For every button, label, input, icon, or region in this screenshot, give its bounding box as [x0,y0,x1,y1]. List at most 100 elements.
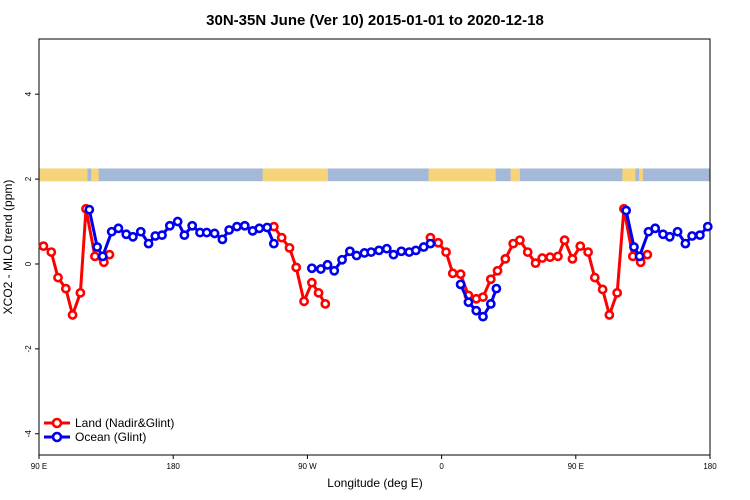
x-tick-label: 180 [167,462,181,471]
series-1-point [187,220,198,231]
x-tick-label: 180 [703,462,717,471]
series-0-point [60,283,71,294]
series-1-point [396,246,407,257]
land-band-segment-4 [510,168,520,182]
series-0-point [567,253,578,264]
series-0-point [276,232,287,243]
x-tick-label: 90 W [298,462,317,471]
series-1-point [157,230,167,241]
series-1-point [374,245,384,256]
land-band-segment-6 [639,168,643,182]
series-0-point [553,251,563,262]
legend-land-marker [51,417,63,429]
y-tick-label: -4 [24,430,33,438]
series-1-point [351,250,362,261]
series-0-point [67,310,78,320]
series-0-point [500,253,511,264]
series-0-point [46,247,57,257]
y-tick-label: -2 [24,345,33,353]
series-1-point [135,226,146,237]
series-1-point [664,231,675,242]
series-0-point [589,272,600,283]
series-1-point [209,228,220,239]
series-0-point [492,265,503,276]
legend-ocean-marker [51,431,63,443]
y-axis: -4 -2 0 2 4 [24,91,39,437]
series-0-point [604,310,615,320]
series-1-point [463,297,474,308]
series-0-point [75,287,86,298]
series-1-point [322,259,333,270]
series-0-point [612,287,623,298]
x-tick-label: 0 [439,462,444,471]
land-ocean-band [39,168,710,182]
legend-ocean-label: Ocean (Glint) [75,430,146,444]
series-0-point [447,268,458,279]
series-1-point [262,222,273,233]
series-1-point [239,220,250,231]
series-0-point [530,258,541,269]
series-0-point [291,262,302,273]
legend-land-label: Land (Nadir&Glint) [75,416,174,430]
series-1-point [702,221,713,232]
series-0 [38,203,653,320]
series-1-point [92,242,103,252]
chart-title: 30N-35N June (Ver 10) 2015-01-01 to 2020… [206,12,544,29]
y-axis-label: XCO2 - MLO trend (ppm) [1,180,15,315]
land-band-segment-3 [428,168,496,182]
series-1-point [172,216,183,227]
series-layer [38,203,713,322]
series-1-point [337,254,347,265]
series-1-point [687,231,698,241]
y-tick-label: 4 [24,91,33,96]
series-1-point [315,264,326,274]
series-0-point [642,249,653,260]
legend: Land (Nadir&Glint) Ocean (Glint) [44,416,174,444]
series-0-point [433,237,444,248]
x-axis-label: Longitude (deg E) [327,476,422,490]
series-0-point [537,253,548,263]
series-1-point [650,223,661,234]
series-1-point [201,227,212,238]
series-1-point [455,279,466,290]
y-tick-label: 2 [24,176,33,181]
series-1-point [344,246,355,257]
series-1-point [217,234,228,245]
series-0-point [575,241,586,252]
series-0-point [478,292,488,302]
x-tick-label: 90 E [568,462,584,471]
series-0-point [284,242,295,253]
series-1-point [388,249,399,260]
series-0-point [597,284,608,295]
series-1-point [366,247,377,257]
series-0-point [485,274,496,285]
series-1-point [680,238,691,249]
series-1-point [84,204,95,215]
series-1-point [268,238,279,249]
series-0-point [583,247,594,257]
series-0-point [320,298,331,309]
series-0-point [455,269,466,280]
series-0-point [53,272,63,283]
plot-frame [38,38,711,456]
series-0-point [522,247,533,257]
series-0-point [559,235,570,246]
series-1 [84,204,713,322]
series-1-point [128,231,138,242]
series-1-point [143,238,154,249]
series-1-point [621,205,632,216]
series-1-point [485,298,496,309]
series-1-point [471,305,482,316]
series-1-point [179,230,190,241]
series-0-point [313,287,324,298]
land-band-segment-2 [262,168,328,182]
series-1-point [491,283,502,294]
ocean-band [39,168,710,182]
series-1-point [164,220,175,231]
series-0-point [441,247,451,257]
series-1-point [629,242,639,252]
series-0-point [306,277,317,288]
series-1-point [224,225,235,235]
series-1-point [254,223,265,234]
x-axis: 90 E 180 90 W 0 90 E 180 [31,455,717,471]
